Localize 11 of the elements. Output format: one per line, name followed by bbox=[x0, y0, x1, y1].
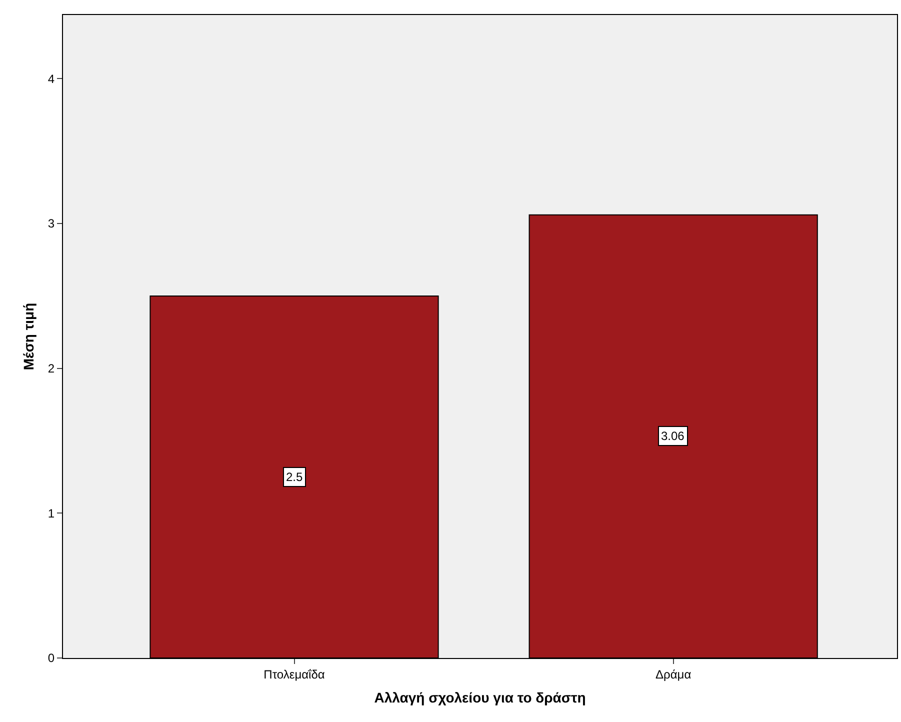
x-axis-title: Αλλαγή σχολείου για το δράστη bbox=[374, 690, 586, 706]
x-tick-label: Δράμα bbox=[656, 667, 692, 682]
data-label: 3.06 bbox=[661, 429, 685, 443]
y-tick-label: 1 bbox=[48, 506, 55, 520]
y-axis-title: Μέση τιμή bbox=[20, 302, 37, 370]
y-tick-label: 2 bbox=[48, 362, 55, 376]
y-tick-label: 3 bbox=[48, 216, 55, 231]
x-tick-label: Πτολεμαΐδα bbox=[264, 667, 325, 682]
y-tick-label: 0 bbox=[48, 651, 55, 666]
data-label: 2.5 bbox=[286, 470, 304, 484]
y-tick-label: 4 bbox=[48, 72, 55, 86]
